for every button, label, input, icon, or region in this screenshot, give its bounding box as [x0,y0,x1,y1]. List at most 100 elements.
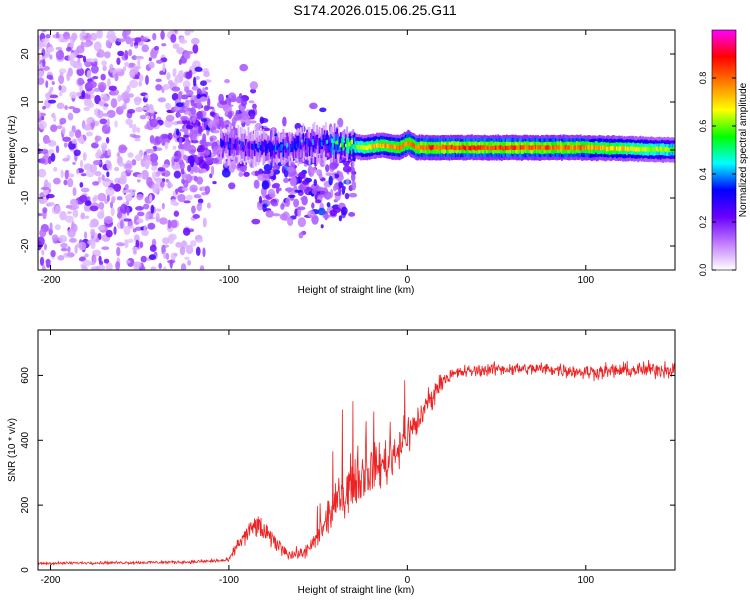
ridge-core [364,145,367,150]
noise-blob [58,74,65,85]
noise-blob [78,256,86,262]
ridge-core [562,145,565,151]
ridge-core [243,144,246,150]
noise-blob [116,246,121,257]
ridge-core [578,145,581,150]
noise-blob [260,117,269,124]
noise-blob [42,59,46,68]
ridge-core [276,145,279,150]
noise-blob [175,74,182,84]
noise-blob [43,243,48,251]
noise-blob [214,114,220,125]
noise-blob [185,124,194,130]
noise-blob [133,96,142,106]
noise-blob [183,51,191,60]
noise-blob [90,32,98,41]
ridge-core [392,145,395,150]
snr-y-tick-label: 400 [20,431,31,448]
ridge-core [362,145,365,150]
noise-blob [129,40,134,48]
noise-blob [135,154,143,162]
ridge-mid [301,142,304,151]
noise-blob [175,113,182,118]
ridge-core [569,145,572,150]
noise-blob [202,217,207,228]
ridge-core [308,140,311,146]
ridge-core [597,145,600,150]
noise-blob [251,218,261,225]
noise-blob [136,174,144,178]
noise-blob [41,115,45,121]
noise-blob [124,184,129,190]
noise-blob [72,208,79,218]
noise-blob [123,218,132,222]
noise-blob [216,120,225,131]
ridge-core [251,143,254,150]
noise-blob [294,122,302,130]
noise-blob [89,163,98,173]
noise-blob [76,54,84,59]
ridge-core [529,145,532,151]
noise-blob [238,92,243,99]
ridge-core [311,143,314,147]
noise-blob [123,162,133,171]
noise-blob [280,203,285,210]
ridge-core [584,145,587,150]
noise-blob [64,105,68,110]
noise-blob [161,172,166,176]
noise-blob [54,224,61,231]
noise-blob [195,156,199,163]
noise-blob [300,196,306,201]
ridge-core [348,142,351,147]
noise-blob [112,70,116,78]
ridge-mid [238,144,241,154]
ridge-core [507,145,510,151]
ridge-mid [308,139,311,157]
noise-blob [85,58,95,62]
ridge-core [575,145,578,150]
noise-blob [196,110,203,120]
ridge-core [476,145,478,151]
noise-blob [177,144,185,150]
ridge-core [322,139,325,146]
ridge-core [264,145,267,152]
ridge-core [634,147,637,152]
noise-blob [104,51,111,59]
ridge-core [492,145,495,151]
noise-blob [74,129,82,138]
noise-blob [205,164,210,171]
ridge-core [474,146,477,151]
noise-blob [314,199,322,204]
noise-blob [89,222,94,228]
noise-blob [56,125,63,130]
noise-blob [94,171,102,177]
noise-blob [132,250,138,255]
ridge-core [493,145,496,151]
noise-blob [106,171,110,178]
noise-blob [276,187,282,192]
noise-blob [218,93,224,104]
noise-blob [147,222,156,230]
ridge-core [277,143,280,148]
spectrogram-x-label: Height of straight line (km) [298,285,415,296]
noise-blob [46,201,56,207]
ridge-core [244,144,247,152]
noise-blob [55,46,63,51]
noise-blob [262,172,271,179]
ridge-core [242,148,245,152]
noise-blob [149,134,155,144]
ridge-core [459,145,462,150]
noise-blob [155,212,160,218]
noise-blob [167,180,171,189]
noise-blob [307,210,315,218]
ridge-core [599,145,602,151]
noise-blob [83,231,88,240]
noise-blob [92,76,99,80]
noise-blob [342,157,351,167]
ridge-core [372,143,375,149]
noise-blob [173,210,180,217]
ridge-core [269,145,272,149]
noise-blob [187,155,195,165]
noise-blob [134,45,139,49]
noise-blob [136,127,141,133]
